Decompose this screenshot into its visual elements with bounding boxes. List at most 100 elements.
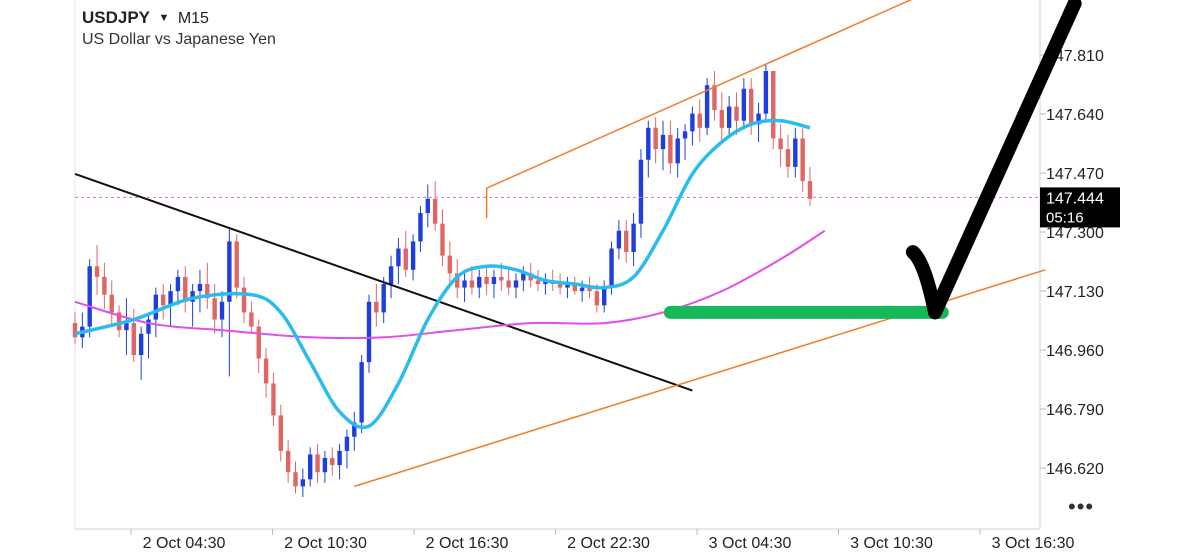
candle-body xyxy=(285,450,291,473)
candle-body xyxy=(675,138,680,164)
candle-body xyxy=(138,333,144,356)
candle-body xyxy=(205,284,210,299)
indicator-overlays xyxy=(74,0,1082,488)
candle-body xyxy=(690,113,695,132)
candle-body xyxy=(168,291,173,306)
candle-body xyxy=(344,436,350,451)
candle-body xyxy=(403,248,408,270)
candle-body xyxy=(513,280,519,288)
candle-body xyxy=(506,280,511,288)
symbol-description: US Dollar vs Japanese Yen xyxy=(82,31,276,48)
candle-body xyxy=(565,284,570,288)
candle-body xyxy=(94,266,100,277)
candle-body xyxy=(72,323,78,338)
candle-body xyxy=(734,106,739,121)
candle-body xyxy=(477,276,482,288)
candle-body xyxy=(778,138,783,150)
candle-body xyxy=(256,326,261,359)
candle-body xyxy=(322,457,328,473)
slow-moving-average xyxy=(74,229,826,340)
ellipsis-icon[interactable]: ••• xyxy=(1068,494,1095,519)
x-tick-label: 2 Oct 22:30 xyxy=(567,535,650,552)
candle-body xyxy=(381,284,386,313)
candle-body xyxy=(440,223,445,256)
candle-body xyxy=(602,287,607,306)
price-tag-price: 147.444 xyxy=(1046,190,1104,207)
candle-body xyxy=(212,298,217,320)
candle-body xyxy=(87,266,92,327)
candle-body xyxy=(579,287,585,292)
candle-body xyxy=(557,284,563,288)
candle-body xyxy=(638,159,644,224)
candle-body xyxy=(631,223,636,253)
candle-body xyxy=(300,479,306,487)
y-tick-label: 147.130 xyxy=(1046,284,1104,301)
price-tag: 147.444 05:16 xyxy=(1040,187,1120,228)
candle-body xyxy=(807,181,813,199)
candle-body xyxy=(447,255,453,274)
candle-body xyxy=(425,198,430,214)
candle-body xyxy=(116,312,122,331)
candle-body xyxy=(278,415,283,451)
candle-body xyxy=(660,134,666,150)
candle-body xyxy=(587,287,592,292)
candle-body xyxy=(432,198,438,224)
candle-body xyxy=(469,280,475,288)
symbol-label[interactable]: USDJPY xyxy=(82,8,151,27)
candle-body xyxy=(624,230,629,253)
y-tick-label: 146.620 xyxy=(1046,461,1104,478)
candle-body xyxy=(609,248,614,288)
candle-body xyxy=(800,138,805,182)
x-tick-label: 2 Oct 10:30 xyxy=(284,535,367,552)
candle-body xyxy=(616,230,622,249)
price-tag-box xyxy=(1040,187,1120,228)
candle-body xyxy=(704,85,710,128)
y-tick-label: 147.640 xyxy=(1046,107,1104,124)
candle-body xyxy=(374,301,379,313)
candle-body xyxy=(153,294,159,320)
candle-body xyxy=(227,241,232,302)
candle-body xyxy=(219,301,225,320)
candle-body xyxy=(241,287,247,313)
timeframe-label[interactable]: M15 xyxy=(177,10,209,27)
candle-body xyxy=(308,454,313,480)
candle-body xyxy=(668,134,673,164)
candle-body xyxy=(719,110,724,128)
candle-body xyxy=(197,284,203,292)
y-tick-label: 146.790 xyxy=(1046,402,1104,419)
candle-body xyxy=(793,138,798,167)
candle-body xyxy=(161,294,166,306)
candle-body xyxy=(491,276,497,285)
candle-body xyxy=(271,383,276,416)
y-tick-label: 147.810 xyxy=(1046,48,1104,65)
chart-frame xyxy=(74,0,1041,530)
candle-body xyxy=(697,113,702,128)
candle-body xyxy=(146,319,151,334)
candle-body xyxy=(388,266,394,285)
caret-down-icon[interactable]: ▼ xyxy=(158,12,170,24)
candle-body xyxy=(183,276,188,302)
candle-body xyxy=(359,362,364,423)
candle-body xyxy=(396,248,401,267)
candle-body xyxy=(756,113,761,125)
candle-body xyxy=(131,323,136,356)
candle-body xyxy=(293,472,298,487)
candle-body xyxy=(330,457,335,466)
x-tick-label: 3 Oct 16:30 xyxy=(992,535,1075,552)
x-tick-label: 2 Oct 04:30 xyxy=(143,535,226,552)
candle-body xyxy=(352,422,357,437)
y-tick-label: 147.300 xyxy=(1046,225,1104,242)
candle-body xyxy=(682,131,688,139)
candle-body xyxy=(646,127,651,160)
candle-body xyxy=(337,450,342,466)
chart-header[interactable]: USDJPY ▼ M15 xyxy=(82,8,209,28)
candle-body xyxy=(462,280,467,288)
candle-body xyxy=(749,88,754,125)
candle-body xyxy=(572,284,577,292)
candle-body xyxy=(771,71,776,139)
channel-upper-line xyxy=(486,0,913,189)
candle-body xyxy=(535,280,541,285)
candle-body xyxy=(109,294,114,313)
x-tick-label: 2 Oct 16:30 xyxy=(426,535,509,552)
